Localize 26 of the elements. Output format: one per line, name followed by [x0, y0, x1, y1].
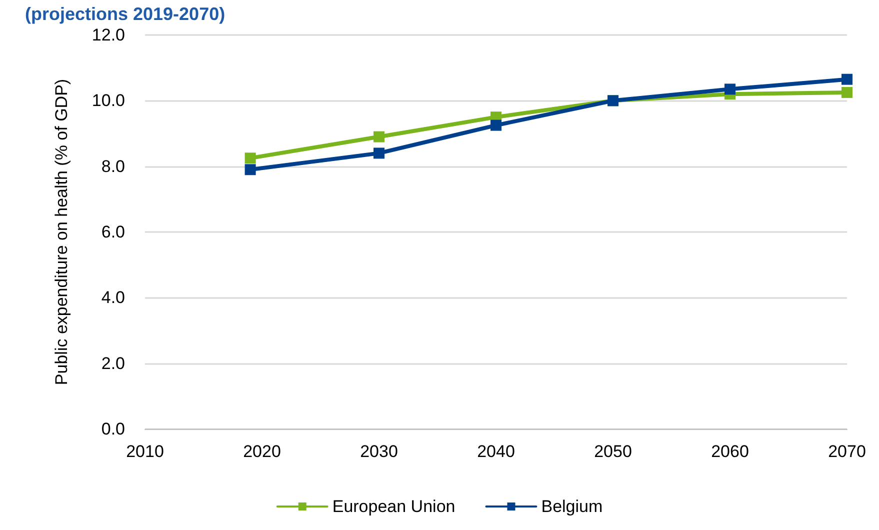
point	[244, 152, 256, 164]
point	[374, 131, 384, 142]
x-tick-label: 2030	[360, 442, 398, 461]
legend-label: European Union	[332, 497, 456, 516]
x-tick-label: 2010	[126, 442, 164, 461]
chart-title: (projections 2019-2070)	[25, 4, 226, 24]
x-tick-label: 2070	[828, 442, 866, 461]
x-tick-label: 2050	[594, 442, 632, 461]
x-tick-label: 2040	[477, 442, 515, 461]
x-tick-label: 2020	[243, 442, 281, 461]
y-tick-label: 2.0	[101, 354, 125, 373]
y-tick-label: 8.0	[101, 156, 125, 176]
y-tick-label: 0.0	[101, 420, 125, 438]
point	[244, 164, 256, 176]
y-tick-label: 10.0	[92, 91, 125, 110]
y-axis-title: Public expenditure on health (% of GDP)	[52, 78, 71, 386]
point	[490, 120, 502, 131]
point	[842, 86, 852, 98]
point	[842, 74, 852, 85]
y-tick-label: 6.0	[101, 222, 125, 242]
point	[724, 84, 736, 95]
y-tick-label: 12.0	[92, 26, 125, 44]
x-tick-label: 2060	[711, 442, 749, 461]
legend-label: Belgium	[541, 497, 603, 516]
point	[374, 148, 384, 159]
y-tick-label: 4.0	[101, 288, 125, 308]
